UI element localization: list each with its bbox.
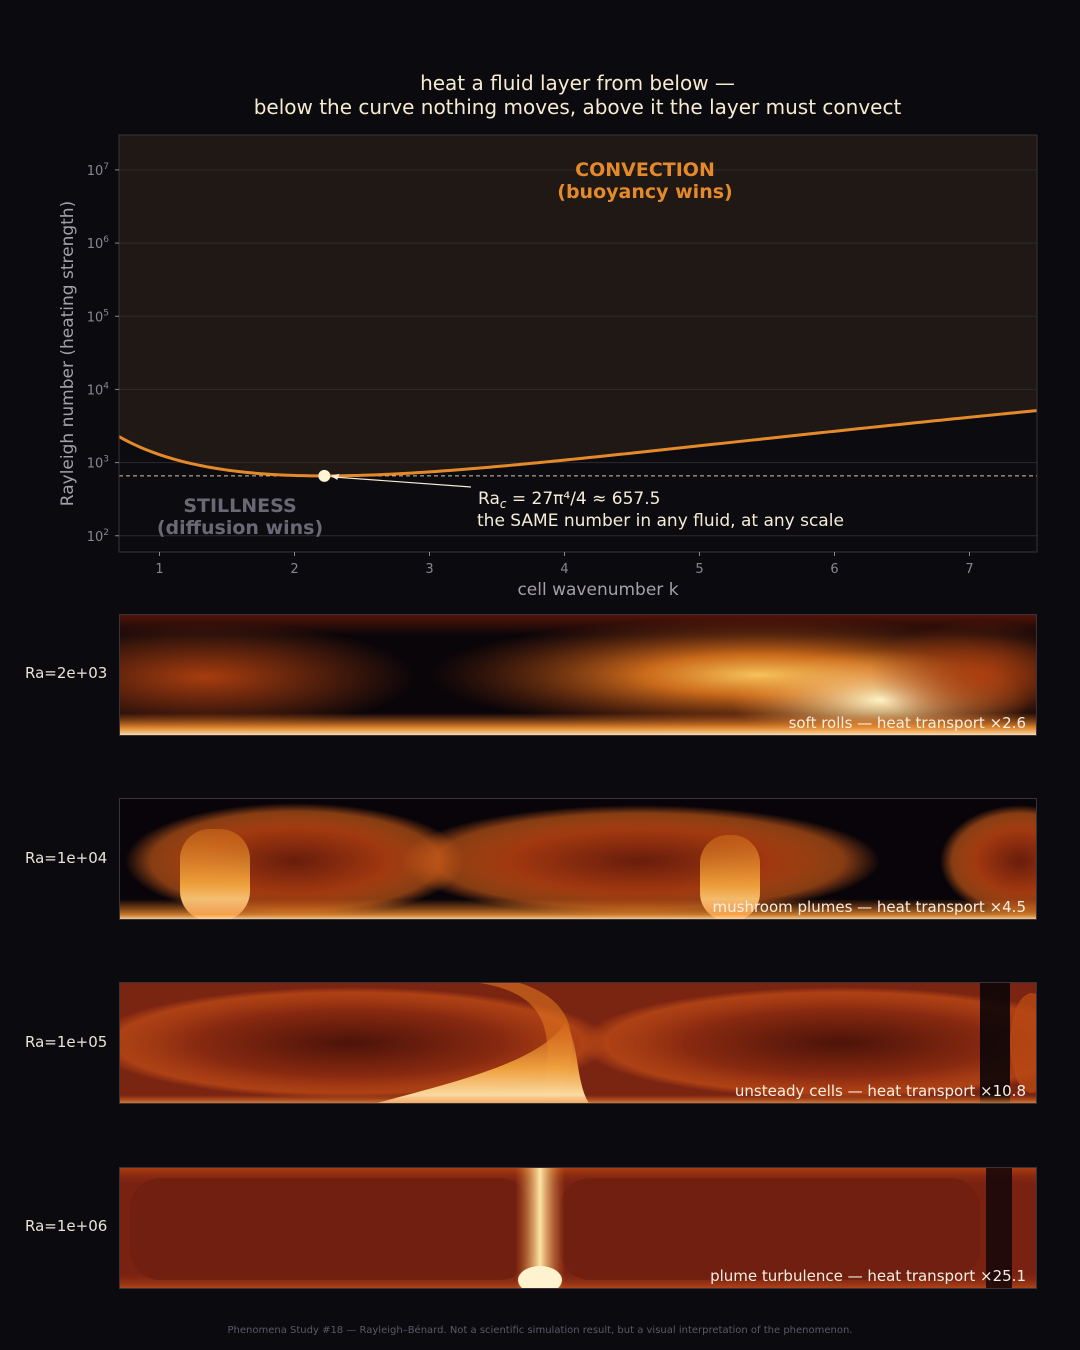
stillness-label: STILLNESS [183,495,296,517]
stability-chart: 1 2 3 4 5 6 7 102 103 104 105 106 107 cell wavenumber… [58,134,1038,600]
strip-mushroom-plumes-image [120,799,1036,919]
convection-sublabel: (buoyancy wins) [557,181,732,203]
x-tick-label: 2 [290,562,298,577]
y-tick-label: 102 [87,528,109,545]
title-line-2: below the curve nothing moves, above it … [253,95,902,119]
x-axis-label: cell wavenumber k [517,580,678,600]
critical-annotation: Rac = 27π⁴/4 ≈ 657.5 [478,489,660,511]
annotation-arrow [332,476,472,488]
strip-label-ra-1e6: Ra=1e+06 [25,1217,108,1235]
strip-soft-rolls-image [120,615,1036,735]
strip-caption-mushroom-plumes: mushroom plumes — heat transport ×4.5 [712,898,1026,916]
neutral-stability-curve [118,409,1038,478]
strip-label-ra-2e3: Ra=2e+03 [25,664,108,682]
strip-caption-unsteady-cells: unsteady cells — heat transport ×10.8 [734,1082,1026,1100]
strip-label-ra-1e4: Ra=1e+04 [25,849,108,867]
plot-frame [118,134,1038,553]
strip-caption-plume-turbulence: plume turbulence — heat transport ×25.1 [710,1267,1026,1285]
chart-title: heat a fluid layer from below — below th… [0,71,1080,119]
critical-annotation-line2: the SAME number in any fluid, at any sca… [477,511,844,531]
convection-region [119,135,1037,476]
strip-soft-rolls: soft rolls — heat transport ×2.6 [119,614,1037,736]
strip-plume-turbulence-image [120,1168,1036,1288]
x-tick-label: 3 [425,562,433,577]
y-tick-label: 103 [87,455,109,472]
x-tick-label: 4 [560,562,568,577]
x-tick-label: 1 [155,562,163,577]
footer-note: Phenomena Study #18 — Rayleigh–Bénard. N… [227,1325,853,1336]
y-tick-label: 104 [87,381,110,398]
convection-label: CONVECTION [575,159,715,181]
y-tick-label: 105 [87,308,109,325]
strip-mushroom-plumes: mushroom plumes — heat transport ×4.5 [119,798,1037,920]
stillness-sublabel: (diffusion wins) [157,517,323,539]
strip-unsteady-cells-image [120,983,1036,1103]
strip-caption-soft-rolls: soft rolls — heat transport ×2.6 [788,714,1026,732]
y-tick-label: 107 [87,162,109,179]
y-tick-label: 106 [87,235,110,252]
x-tick-label: 5 [695,562,703,577]
annotation-arrowhead [330,473,340,480]
y-axis-label: Rayleigh number (heating strength) [58,201,78,506]
title-line-1: heat a fluid layer from below — [420,71,735,95]
critical-point-marker [318,469,331,482]
strip-label-ra-1e5: Ra=1e+05 [25,1033,108,1051]
x-tick-label: 7 [965,562,973,577]
x-tick-label: 6 [830,562,838,577]
strip-plume-turbulence: plume turbulence — heat transport ×25.1 [119,1167,1037,1289]
strip-unsteady-cells: unsteady cells — heat transport ×10.8 [119,982,1037,1104]
